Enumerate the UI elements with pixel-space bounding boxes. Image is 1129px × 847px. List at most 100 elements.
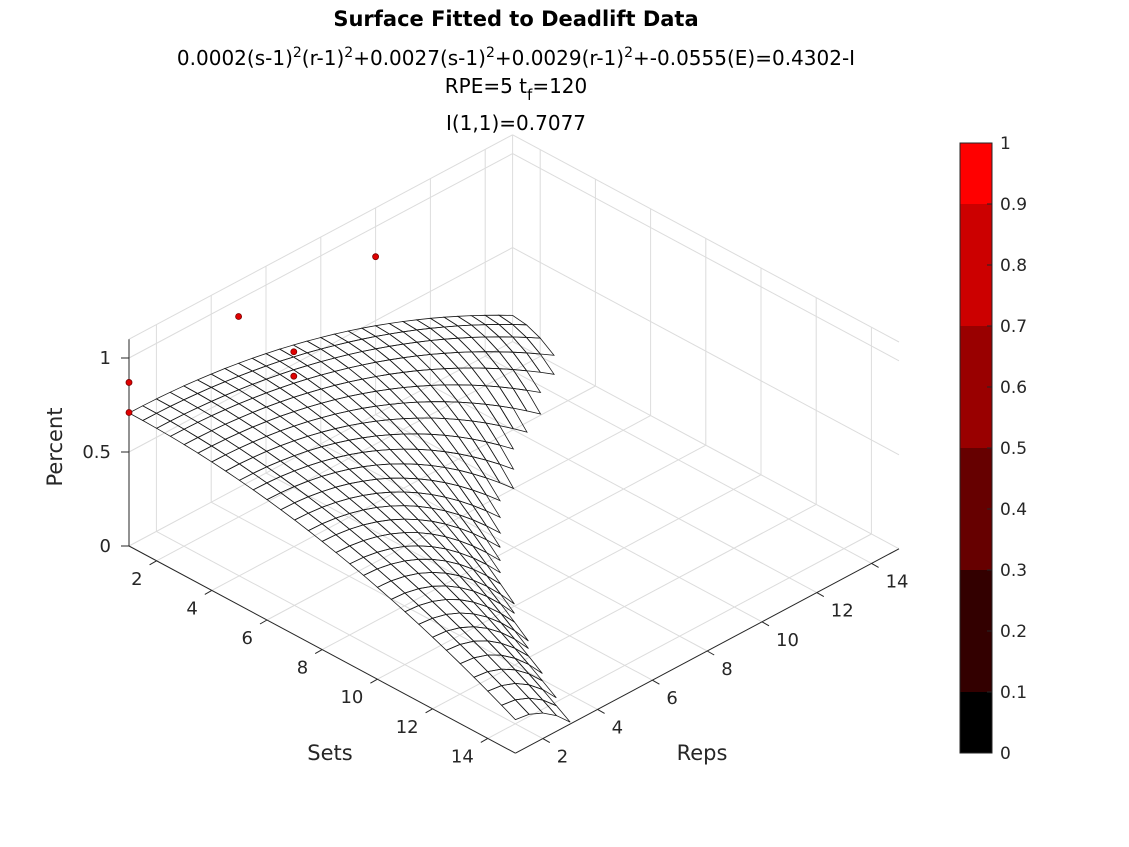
- surface-patch: [429, 316, 460, 328]
- surface-patch: [210, 368, 240, 383]
- surface-patch: [471, 384, 501, 407]
- reps-tick-label: 8: [721, 659, 732, 680]
- colorbar-tick-label: 0.7: [1000, 317, 1027, 337]
- surface-patch: [375, 505, 406, 521]
- surface-patch: [484, 336, 514, 353]
- surface-patch: [429, 338, 460, 354]
- surface-patch: [252, 435, 282, 452]
- surface-patch: [265, 460, 296, 477]
- reps-tick-label: 6: [666, 688, 677, 709]
- surface-patch: [500, 682, 530, 701]
- colorbar-tick-label: 0.9: [1000, 195, 1027, 215]
- surface-patch: [443, 337, 473, 353]
- colorbar-tick-label: 0.8: [1000, 256, 1027, 276]
- percent-tick-label: 0: [100, 536, 111, 557]
- surface-patch: [528, 673, 557, 699]
- surface-patch: [169, 385, 199, 401]
- surface-patch: [210, 394, 240, 411]
- chart-subtitle-intercept: I(1,1)=0.7077: [446, 111, 586, 135]
- surface-patch: [266, 476, 296, 494]
- surface-patch: [511, 336, 542, 355]
- reps-tick-mark: [652, 679, 660, 685]
- surface-patch: [456, 315, 487, 326]
- colorbar-tick-label: 0.4: [1000, 500, 1027, 520]
- percent-tick-label: 1: [100, 348, 111, 369]
- surface-patch: [486, 585, 515, 614]
- surface-patch: [224, 447, 254, 465]
- surface-patch: [458, 539, 488, 565]
- surface-patch: [403, 558, 434, 574]
- surface-patch: [169, 399, 199, 415]
- surface-patch: [362, 506, 392, 523]
- surface-patch: [347, 378, 377, 395]
- surface-patch: [183, 393, 213, 409]
- reps-tick-mark: [542, 738, 551, 744]
- surface-patch: [265, 445, 296, 462]
- colorbar-tick-label: 0.6: [1000, 378, 1027, 398]
- surface-patch: [375, 359, 405, 375]
- surface-patch: [512, 369, 542, 394]
- surface-patch: [362, 492, 392, 508]
- surface-patch: [348, 422, 378, 439]
- surface-patch: [542, 699, 571, 723]
- surface-patch: [514, 697, 544, 715]
- surface-patch: [279, 470, 309, 487]
- surface-patch: [445, 612, 475, 629]
- colorbar-tick-label: 0.5: [1000, 439, 1027, 459]
- surface-patch: [388, 343, 418, 359]
- surface-patch: [486, 575, 515, 605]
- surface-patch: [473, 601, 502, 624]
- grid-line: [321, 444, 707, 651]
- surface-patch: [210, 438, 241, 456]
- surface-patch: [443, 325, 473, 339]
- surface-patch: [402, 370, 432, 387]
- reps-tick-mark: [761, 621, 770, 627]
- colorbar-tick-label: 0.1: [1000, 683, 1027, 703]
- surface-patch: [389, 448, 419, 465]
- colorbar-band: [960, 570, 992, 692]
- surface-patch: [376, 580, 406, 600]
- surface-patch: [485, 459, 515, 490]
- equation-term: +0.0027(s-1): [353, 46, 486, 70]
- z-axis-label: Percent: [43, 407, 67, 486]
- grid-line: [128, 341, 513, 547]
- surface-patch: [457, 336, 487, 353]
- surface-patch: [429, 352, 460, 370]
- surface-patch: [238, 441, 268, 458]
- surface-patch: [430, 417, 460, 438]
- surface-patch: [459, 626, 489, 642]
- percent-tick-label: 0.5: [82, 442, 111, 463]
- surface-patch: [458, 527, 488, 554]
- reps-tick-label: 10: [776, 630, 799, 651]
- surface-patch: [376, 533, 406, 550]
- surface-patch: [348, 451, 378, 468]
- surface-patch: [390, 592, 420, 613]
- surface-patch: [389, 505, 420, 521]
- data-point: [125, 379, 133, 386]
- surface-patch: [389, 477, 419, 494]
- surface-patch: [472, 640, 503, 656]
- superscript: 2: [293, 45, 302, 61]
- tf-value: =120: [532, 74, 587, 98]
- data-point: [372, 253, 380, 261]
- surface-patch: [210, 381, 240, 396]
- surface-patch: [402, 448, 433, 466]
- surface-patch: [280, 502, 310, 521]
- surface-patch: [471, 532, 501, 562]
- surface-patch: [169, 428, 199, 446]
- surface-patch: [224, 417, 254, 434]
- reps-tick-mark: [706, 650, 715, 656]
- surface-patch: [431, 599, 461, 615]
- grid-line: [512, 153, 900, 362]
- surface-patch: [252, 450, 282, 468]
- subscript: f: [527, 86, 533, 104]
- surface-patch: [473, 654, 503, 673]
- sets-tick-label: 10: [340, 687, 363, 708]
- surface-patch: [402, 355, 432, 372]
- data-point: [235, 313, 243, 320]
- surface-patch: [334, 425, 364, 441]
- surface-patch: [375, 491, 406, 507]
- surface-patch: [498, 386, 528, 412]
- surface-patch: [471, 489, 502, 519]
- sets-tick-label: 4: [186, 598, 197, 619]
